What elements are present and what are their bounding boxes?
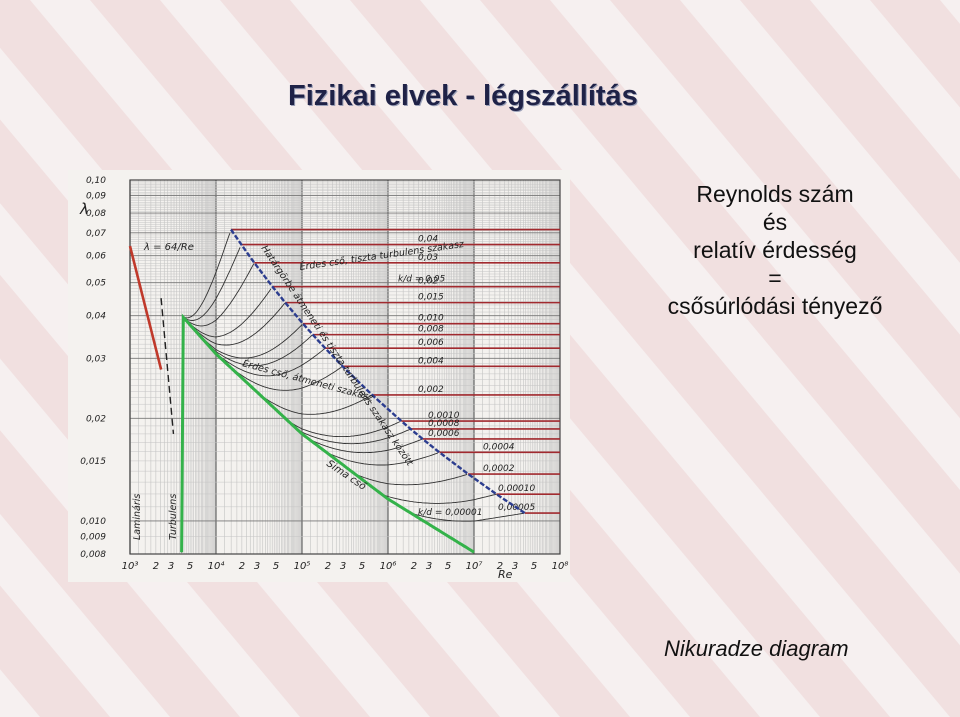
roughness-label: 0,04 bbox=[418, 235, 438, 245]
x-tick-label: 5 bbox=[531, 561, 537, 572]
roughness-label: 0,010 bbox=[418, 314, 444, 324]
roughness-low-label: k/d = 0,00001 bbox=[418, 508, 482, 518]
x-tick-label: 10⁸ bbox=[552, 561, 569, 572]
y-tick-label: 0,03 bbox=[86, 354, 106, 364]
roughness-label: 0,03 bbox=[418, 253, 438, 263]
roughness-curve bbox=[181, 263, 255, 553]
y-tick-label: 0,04 bbox=[86, 312, 106, 322]
x-tick-label: 3 bbox=[168, 561, 174, 572]
roughness-label: 0,0006 bbox=[428, 429, 460, 439]
background-stripe bbox=[610, 0, 960, 419]
laminar-formula-label: λ = 64/Re bbox=[143, 242, 194, 253]
background-stripe bbox=[0, 585, 110, 717]
roughness-label: 0,006 bbox=[418, 338, 444, 348]
x-tick-label: 3 bbox=[340, 561, 346, 572]
chart-svg: 0,10 0,09 0,08 0,07 0,06 0,05 0,04 0,03 0,02 0,01… bbox=[79, 176, 569, 581]
text-line-friction-factor: csősúrlódási tényező bbox=[667, 293, 883, 319]
x-tick-label: 10⁴ bbox=[208, 560, 225, 572]
roughness-header: k/d = 0,05 bbox=[398, 275, 446, 285]
roughness-curve bbox=[181, 247, 241, 553]
roughness-label: 0,008 bbox=[418, 325, 444, 335]
roughness-curve bbox=[181, 288, 272, 553]
x-tick-label: 3 bbox=[512, 561, 518, 572]
roughness-curve bbox=[181, 316, 342, 553]
background-stripe bbox=[480, 0, 960, 574]
text-line-roughness: relatív érdesség bbox=[693, 237, 857, 263]
x-tick-label: 2 bbox=[153, 561, 159, 572]
laminar-axis-label: Lamináris bbox=[132, 494, 143, 540]
boundary-label: Határgörbe átmeneti és tiszta turbulens … bbox=[259, 244, 416, 470]
y-tick-label: 0,010 bbox=[80, 517, 106, 527]
roughness-label: 0,004 bbox=[418, 356, 444, 366]
x-tick-label: 10⁶ bbox=[380, 561, 397, 572]
right-text-block: Reynolds szám és relatív érdesség = csős… bbox=[640, 180, 910, 320]
turbulent-axis-label: Turbulens bbox=[168, 494, 179, 540]
x-tick-label: 5 bbox=[445, 561, 451, 572]
background-stripe bbox=[870, 0, 960, 108]
x-tick-label: 10³ bbox=[122, 561, 139, 572]
roughness-label: 0,0010 bbox=[428, 411, 460, 421]
x-tick-label: 2 bbox=[239, 561, 245, 572]
y-tick-label: 0,009 bbox=[80, 533, 106, 543]
text-line-reynolds: Reynolds szám bbox=[696, 181, 854, 207]
y-tick-label: 0,07 bbox=[86, 229, 106, 239]
roughness-curve bbox=[181, 316, 439, 553]
nikuradze-chart: 0,10 0,09 0,08 0,07 0,06 0,05 0,04 0,03 0,02 0,01… bbox=[68, 170, 570, 582]
x-tick-label: 5 bbox=[187, 561, 193, 572]
roughness-label: 0,0008 bbox=[428, 419, 460, 429]
roughness-label: 0,00010 bbox=[498, 484, 535, 494]
roughness-curve bbox=[181, 233, 231, 553]
laminar-line bbox=[128, 245, 163, 370]
y-tick-label: 0,09 bbox=[86, 192, 106, 202]
y-tick-label: 0,008 bbox=[80, 550, 106, 560]
x-tick-label: 5 bbox=[273, 561, 279, 572]
background-stripe bbox=[740, 0, 960, 263]
critical-dashed-line bbox=[160, 298, 175, 434]
roughness-label: 0,02 bbox=[418, 277, 438, 287]
y-tick-label: 0,10 bbox=[86, 176, 106, 186]
y-tick-label: 0,015 bbox=[80, 457, 106, 467]
x-tick-label: 3 bbox=[254, 561, 260, 572]
roughness-label: 0,002 bbox=[418, 385, 444, 395]
y-tick-label: 0,05 bbox=[86, 279, 106, 289]
x-tick-label: 10⁷ bbox=[466, 561, 483, 572]
x-tick-label: 3 bbox=[426, 561, 432, 572]
y-tick-label: 0,02 bbox=[86, 414, 106, 424]
x-tick-label: 5 bbox=[359, 561, 365, 572]
x-axis-label: Re bbox=[498, 568, 513, 581]
y-axis-label: λ bbox=[79, 200, 89, 218]
diagram-caption: Nikuradze diagram bbox=[664, 636, 849, 661]
roughness-label: 0,0004 bbox=[483, 442, 515, 452]
x-tick-label: 2 bbox=[325, 561, 331, 572]
boundary-curve bbox=[230, 228, 526, 515]
roughness-label: 0,015 bbox=[418, 293, 444, 303]
roughness-label: 0,0002 bbox=[483, 464, 515, 474]
text-line-equals: = bbox=[768, 265, 782, 291]
slide-title: Fizikai elvek - légszállítás bbox=[288, 80, 638, 112]
x-tick-label: 10⁵ bbox=[294, 561, 311, 572]
smooth-pipe-line bbox=[180, 313, 475, 554]
x-tick-label: 2 bbox=[411, 561, 417, 572]
y-tick-label: 0,08 bbox=[86, 209, 106, 219]
y-tick-label: 0,06 bbox=[86, 252, 106, 262]
x-tick-label: 2 bbox=[497, 561, 503, 572]
text-line-es: és bbox=[762, 209, 788, 235]
